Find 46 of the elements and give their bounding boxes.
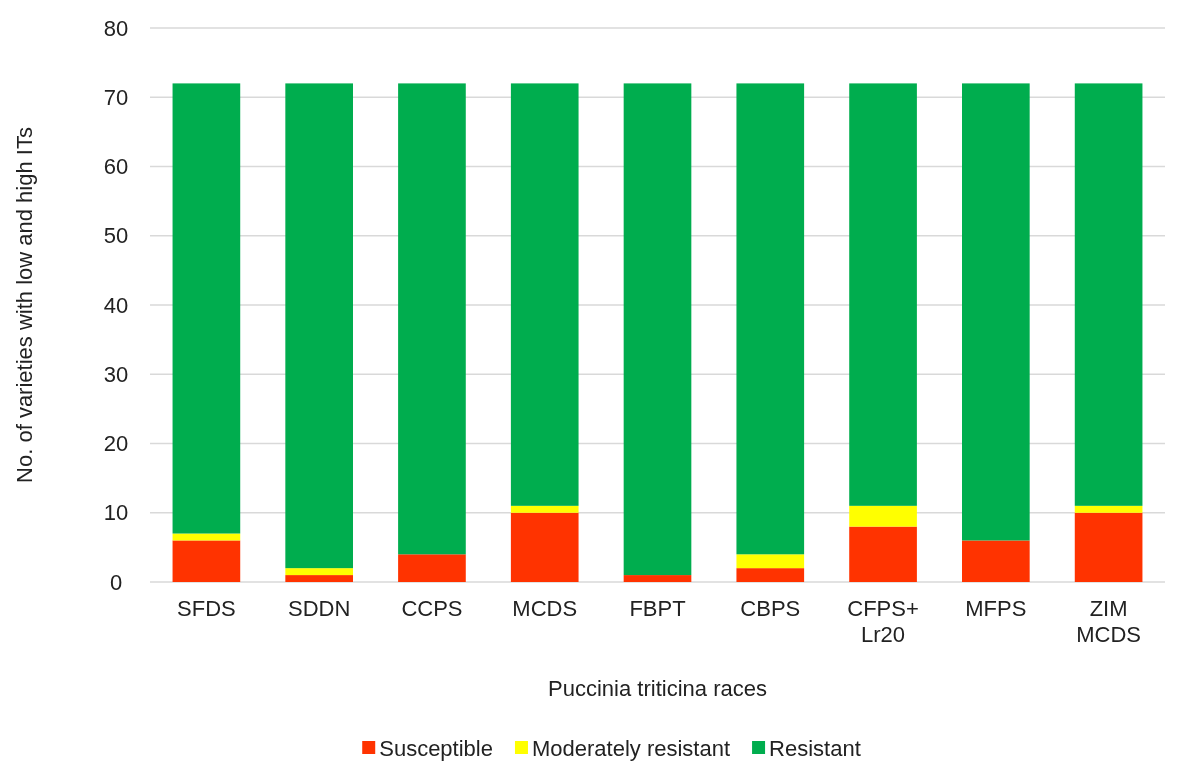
bar <box>736 83 805 555</box>
bar <box>962 540 1030 582</box>
x-tick-label: CCPS <box>401 596 463 621</box>
bar <box>623 83 692 576</box>
y-tick-label: 50 <box>103 223 129 249</box>
y-tick-label: 20 <box>103 431 129 457</box>
bar <box>172 83 241 534</box>
x-tick-label: SFDS <box>177 596 236 621</box>
y-tick-label: 0 <box>109 569 123 595</box>
bar <box>398 83 466 555</box>
legend-label: Susceptible <box>379 735 493 761</box>
legend-label: Resistant <box>769 735 861 761</box>
y-tick-label: 70 <box>103 84 129 110</box>
y-tick-label: 10 <box>103 500 129 526</box>
bar <box>736 568 805 582</box>
bar <box>285 83 353 569</box>
y-tick-label: 40 <box>103 292 129 318</box>
legend-label: Moderately resistant <box>531 735 731 761</box>
bar <box>849 505 917 527</box>
bar <box>1074 83 1143 506</box>
bar <box>1074 512 1143 582</box>
bar <box>849 83 917 506</box>
x-tick-label: ZIM MCDS <box>1076 596 1141 647</box>
bar <box>623 575 692 582</box>
bar <box>398 554 466 582</box>
x-tick-label: CFPS+ Lr20 <box>847 596 919 647</box>
bar <box>1074 505 1143 513</box>
bar <box>510 83 579 506</box>
bar <box>510 505 579 513</box>
bar <box>849 526 917 582</box>
bar <box>510 512 579 582</box>
bar <box>736 554 805 569</box>
x-tick-label: MCDS <box>512 596 578 621</box>
x-tick-label: FBPT <box>629 596 686 621</box>
bar <box>172 540 241 582</box>
y-axis-title: No. of varieties with low and high ITs <box>12 127 37 483</box>
x-tick-label: SDDN <box>287 596 351 621</box>
bar <box>285 575 353 582</box>
x-tick-label: CBPS <box>740 596 801 621</box>
bar <box>285 568 353 576</box>
bar <box>962 83 1030 541</box>
x-tick-label: MFPS <box>965 596 1027 621</box>
x-axis-title: Puccinia triticina races <box>548 676 767 701</box>
y-tick-label: 80 <box>103 15 129 41</box>
y-tick-label: 60 <box>103 154 129 180</box>
y-tick-label: 30 <box>103 361 129 387</box>
